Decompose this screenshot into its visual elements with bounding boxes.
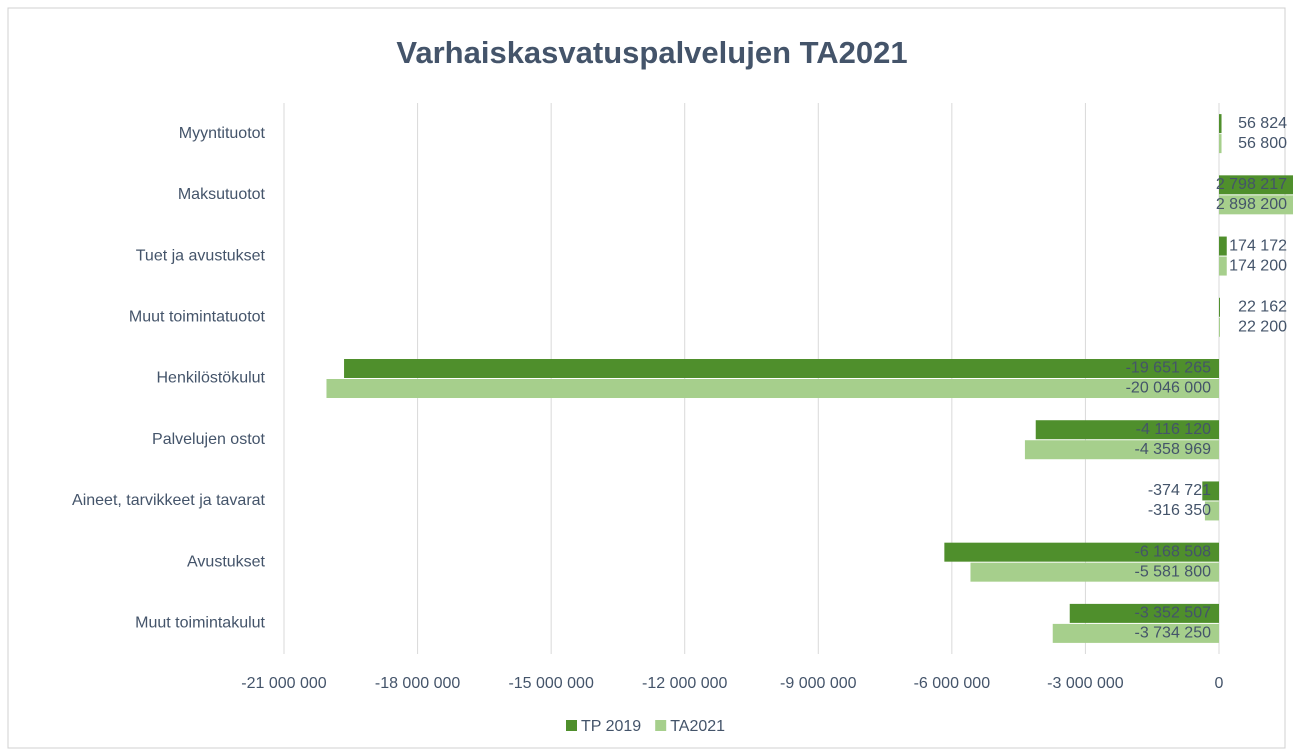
bar — [1204, 501, 1219, 521]
x-tick-label: -18 000 000 — [375, 675, 461, 692]
y-tick-label: Maksutuotot — [178, 186, 266, 203]
y-tick-label: Aineet, tarvikkeet ja tavarat — [72, 492, 266, 509]
y-tick-label: Myyntituotot — [179, 125, 266, 142]
bar — [1052, 623, 1219, 643]
data-label: -4 116 120 — [1136, 421, 1211, 438]
data-label: -20 046 000 — [1126, 380, 1212, 397]
data-label: -3 734 250 — [1134, 625, 1211, 642]
legend-label: TA2021 — [670, 718, 725, 735]
x-tick-label: -15 000 000 — [508, 675, 594, 692]
data-label: 2 898 200 — [1216, 196, 1287, 213]
data-label: 22 200 — [1238, 318, 1287, 335]
data-label: -3 352 507 — [1134, 605, 1211, 622]
data-label: 22 162 — [1238, 298, 1287, 315]
bar — [1202, 481, 1219, 501]
bar — [1219, 114, 1222, 134]
data-label: 56 800 — [1238, 135, 1287, 152]
y-tick-label: Muut toimintatuotot — [129, 308, 266, 325]
y-tick-label: Muut toimintakulut — [135, 615, 265, 632]
data-label: -5 581 800 — [1134, 563, 1211, 580]
x-tick-label: 0 — [1215, 675, 1224, 692]
data-label: 174 172 — [1229, 237, 1287, 254]
bar — [1219, 134, 1222, 154]
legend-swatch — [655, 720, 667, 731]
bar — [1219, 175, 1293, 195]
x-tick-label: -12 000 000 — [642, 675, 728, 692]
bar — [344, 359, 1220, 378]
y-tick-label: Palvelujen ostot — [152, 431, 266, 448]
x-tick-label: -21 000 000 — [241, 675, 327, 692]
data-label: -19 651 265 — [1126, 360, 1212, 377]
data-label: 56 824 — [1238, 115, 1287, 132]
legend-label: TP 2019 — [581, 718, 641, 735]
y-tick-label: Avustukset — [187, 553, 266, 570]
bar — [1024, 440, 1219, 460]
legend-swatch — [566, 720, 577, 731]
bar — [1219, 256, 1227, 276]
bar — [1219, 195, 1293, 215]
data-label: 174 200 — [1229, 257, 1287, 274]
chart-title: Varhaiskasvatuspalvelujen TA2021 — [396, 35, 907, 70]
bar — [944, 542, 1219, 562]
bar — [326, 379, 1219, 398]
bar — [970, 562, 1219, 582]
y-tick-label: Tuet ja avustukset — [136, 247, 266, 264]
data-label: -4 358 969 — [1134, 441, 1211, 458]
x-tick-label: -6 000 000 — [914, 675, 991, 692]
data-label: -316 350 — [1148, 502, 1211, 519]
bar — [1035, 420, 1219, 440]
bar — [1219, 317, 1220, 337]
bar — [1069, 603, 1219, 623]
x-tick-label: -9 000 000 — [780, 675, 857, 692]
bar — [1219, 236, 1227, 256]
data-label: 2 798 217 — [1216, 176, 1287, 193]
data-label: -374 721 — [1148, 482, 1211, 499]
data-label: -6 168 508 — [1134, 543, 1211, 560]
x-tick-label: -3 000 000 — [1047, 675, 1124, 692]
bar — [1219, 297, 1220, 317]
y-tick-label: Henkilöstökulut — [157, 370, 266, 387]
